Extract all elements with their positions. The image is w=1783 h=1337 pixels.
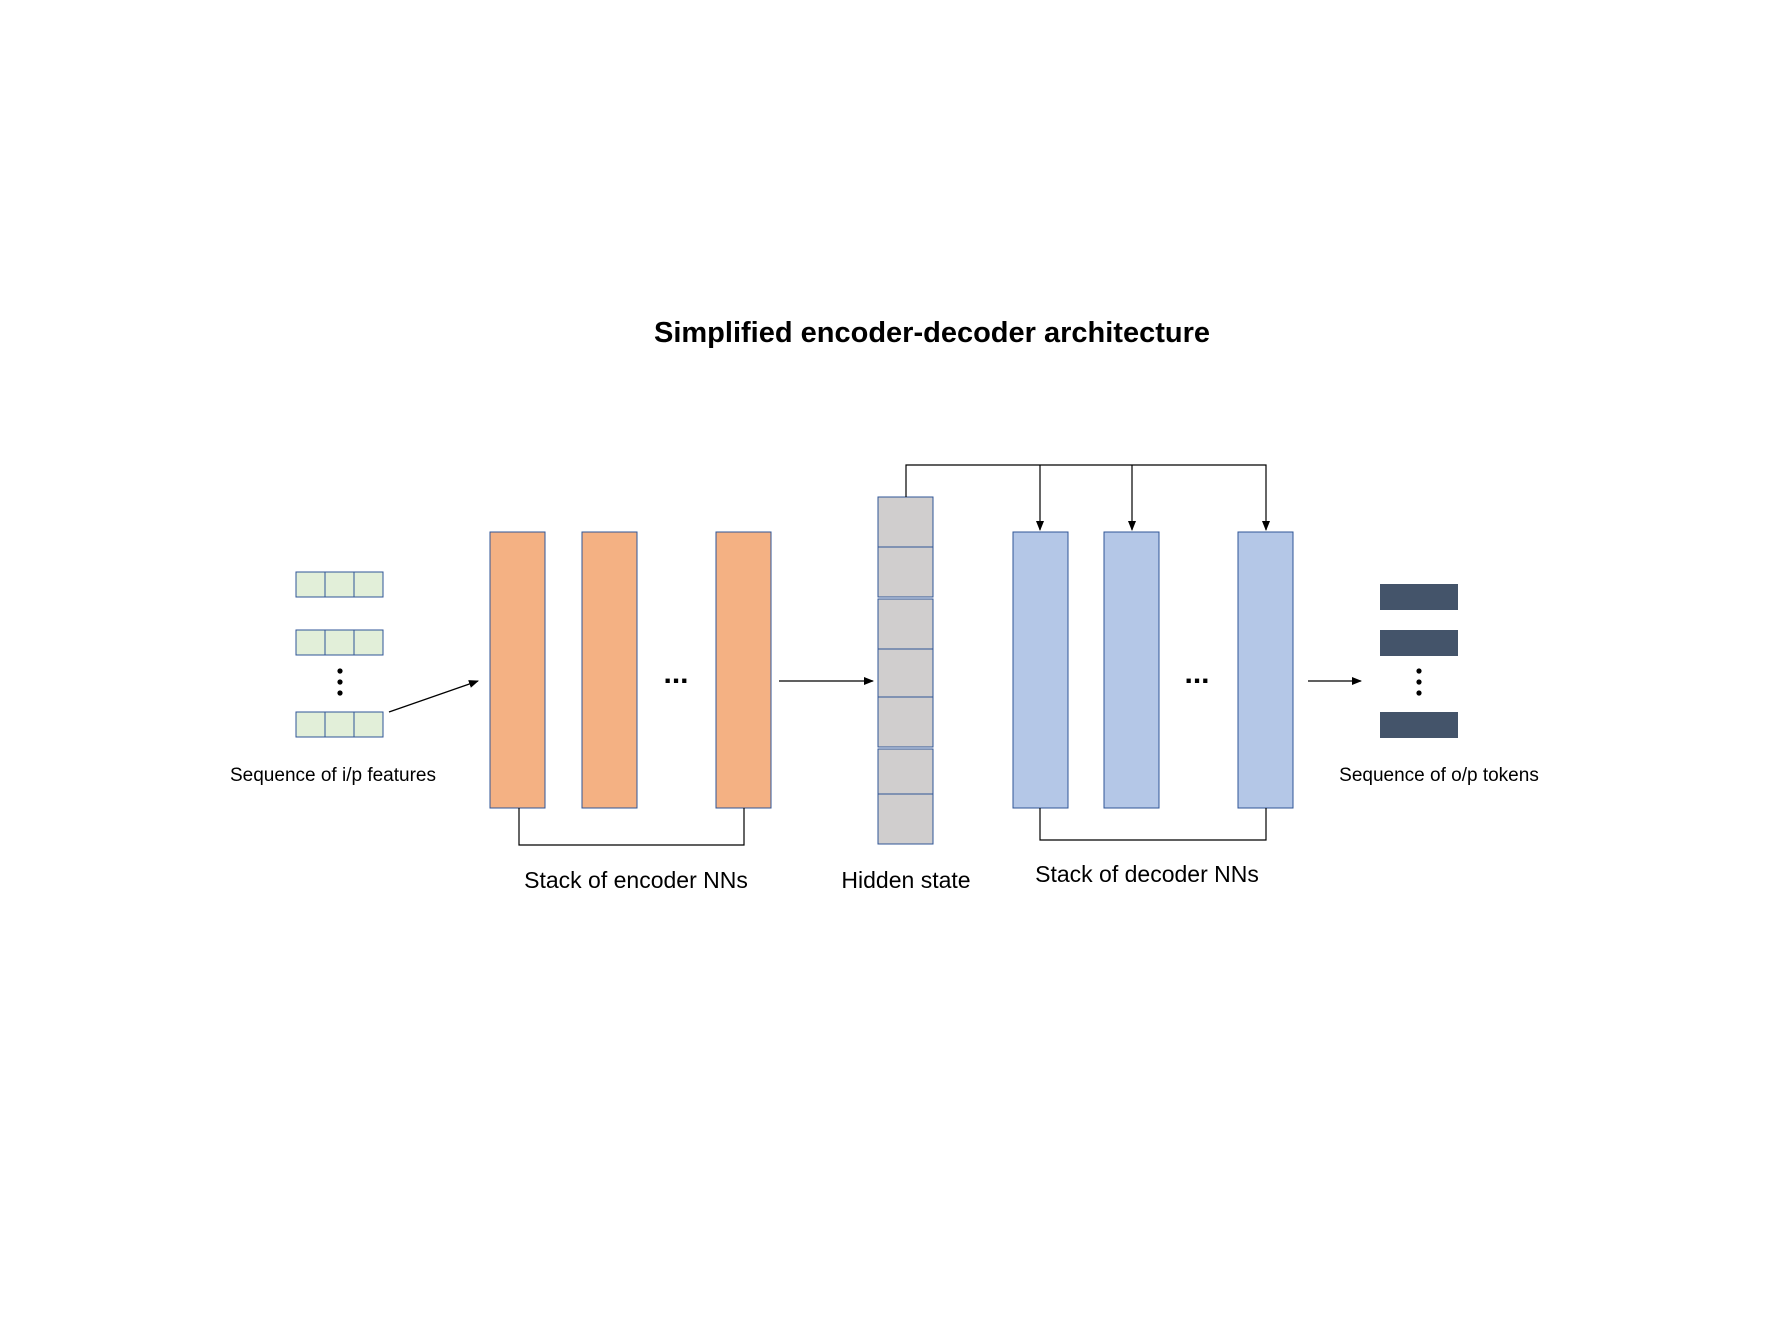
input-feature-cell [324, 571, 355, 598]
hidden-state-cell [877, 648, 934, 698]
decoder-stack-label: Stack of decoder NNs [1035, 861, 1259, 887]
input-feature-vector [295, 629, 384, 656]
encoder-stack-label: Stack of encoder NNs [524, 867, 748, 893]
input-feature-vector [295, 571, 384, 598]
input-to-encoder-arrow [388, 680, 479, 713]
output-token [1380, 712, 1458, 738]
output-token [1380, 630, 1458, 656]
input-feature-cell [353, 571, 384, 598]
decoder-ellipsis: ... [1184, 657, 1209, 690]
input-feature-cell [295, 629, 326, 656]
input-feature-cell [353, 711, 384, 738]
hidden-state-cell [877, 598, 934, 650]
hidden-to-decoder-connectors [905, 464, 1270, 531]
output-token [1380, 584, 1458, 610]
hidden-state-cell [877, 748, 934, 795]
decoder-layer [1012, 531, 1069, 809]
encoder-layer [715, 531, 772, 809]
hidden-state-cell [877, 696, 934, 748]
input-feature-cell [353, 629, 384, 656]
output-token-sequence [1380, 584, 1458, 738]
decoder-layer [1237, 531, 1294, 809]
vertical-ellipsis [1416, 668, 1422, 696]
input-feature-sequence [295, 571, 384, 738]
input-sequence-label: Sequence of i/p features [230, 765, 436, 786]
hidden-state-cell [877, 546, 934, 598]
decoder-layer [1103, 531, 1160, 809]
input-feature-cell [295, 711, 326, 738]
hidden-state-cell [877, 793, 934, 845]
vertical-ellipsis [337, 668, 343, 696]
hidden-state [877, 496, 934, 845]
encoder-layer [581, 531, 638, 809]
input-feature-cell [295, 571, 326, 598]
diagram-title: Simplified encoder-decoder architecture [654, 317, 1210, 349]
encoder-layer [489, 531, 546, 809]
encoder-bracket [518, 808, 745, 846]
hidden-state-label: Hidden state [841, 867, 970, 893]
input-feature-vector [295, 711, 384, 738]
encoder-stack: ... [489, 531, 772, 846]
hidden-state-cell [877, 496, 934, 548]
decoder-stack: ... [1012, 531, 1294, 841]
input-feature-cell [324, 629, 355, 656]
input-feature-cell [324, 711, 355, 738]
encoder-ellipsis: ... [663, 657, 688, 690]
decoder-bracket [1039, 808, 1267, 841]
output-sequence-label: Sequence of o/p tokens [1339, 765, 1539, 786]
